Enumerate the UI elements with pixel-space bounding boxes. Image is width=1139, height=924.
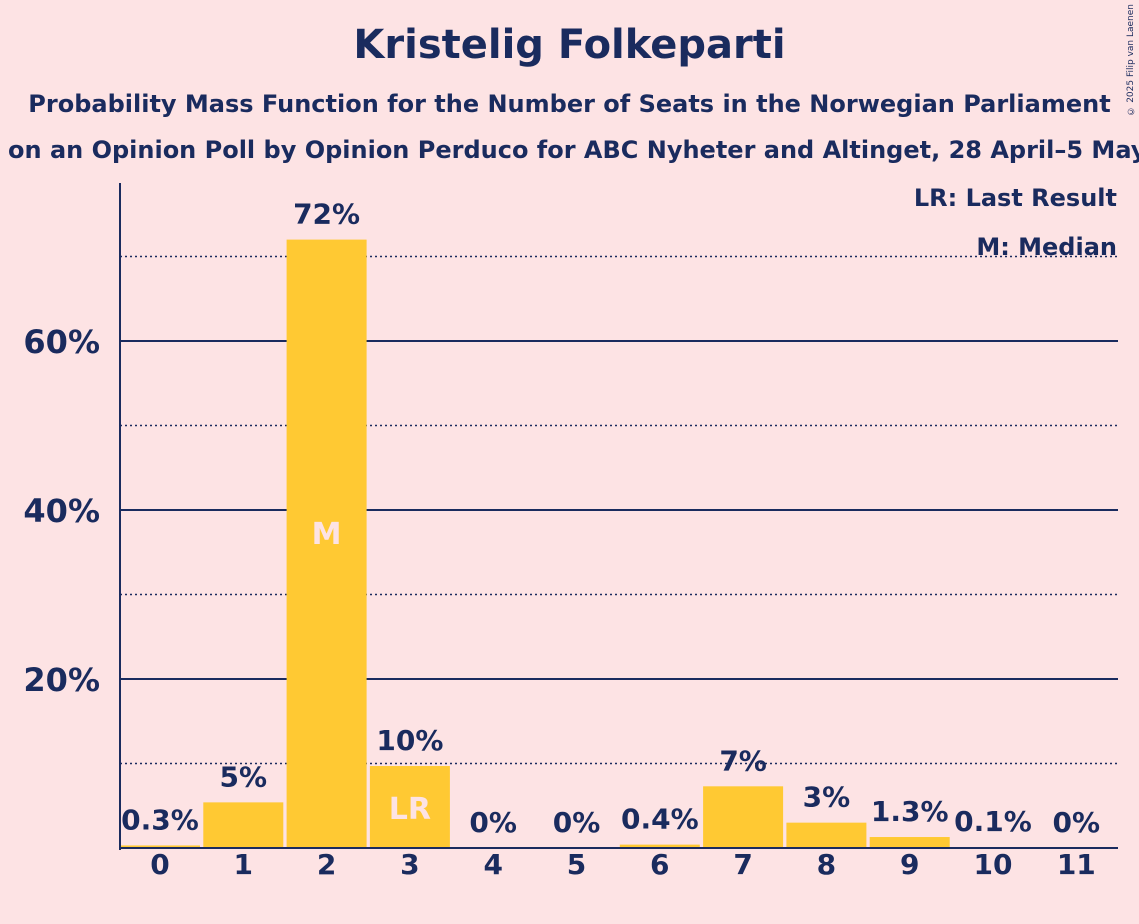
x-tick-label: 11 [1057, 848, 1096, 881]
y-tick-label: 60% [23, 323, 100, 361]
bar [869, 837, 950, 848]
chart-subtitle-poll-text: Based on an Opinion Poll by Opinion Perd… [0, 136, 1139, 164]
bar [203, 802, 284, 848]
bar [619, 844, 700, 848]
x-tick-label: 7 [733, 848, 752, 881]
bar [703, 786, 784, 848]
chart-title: Kristelig Folkeparti [353, 22, 786, 68]
data-label: 3% [803, 781, 851, 814]
data-label: 5% [220, 760, 268, 793]
x-tick-label: 4 [483, 848, 502, 881]
data-label: 0.1% [954, 805, 1032, 838]
data-label: 0% [469, 806, 517, 839]
x-tick-label: 8 [817, 848, 836, 881]
x-tick-label: 1 [234, 848, 253, 881]
bar [286, 239, 367, 849]
y-tick-label: 40% [23, 492, 100, 530]
bar [786, 822, 867, 848]
data-label: 1.3% [871, 795, 949, 828]
data-label: 0% [1053, 806, 1101, 839]
x-tick-label: 0 [150, 848, 169, 881]
bar [369, 766, 450, 848]
x-tick-label: 2 [317, 848, 336, 881]
bar-marker: M [312, 517, 342, 552]
x-tick-label: 9 [900, 848, 919, 881]
data-label: 0.4% [621, 803, 699, 836]
x-tick-label: 10 [974, 848, 1013, 881]
y-tick-label: 20% [23, 661, 100, 699]
data-label: 7% [719, 744, 767, 777]
bar-marker: LR [389, 792, 431, 827]
data-label: 0.3% [121, 803, 199, 836]
data-label: 10% [376, 724, 443, 757]
x-tick-label: 5 [567, 848, 586, 881]
chart-subtitle: Probability Mass Function for the Number… [28, 90, 1111, 118]
data-label: 72% [293, 198, 360, 231]
x-tick-label: 3 [400, 848, 419, 881]
bar [120, 845, 200, 848]
data-label: 0% [553, 806, 601, 839]
chart-subtitle-poll: Based on an Opinion Poll by Opinion Perd… [0, 136, 1139, 164]
legend-last-result: LR: Last Result [913, 184, 1117, 212]
x-tick-label: 6 [650, 848, 669, 881]
